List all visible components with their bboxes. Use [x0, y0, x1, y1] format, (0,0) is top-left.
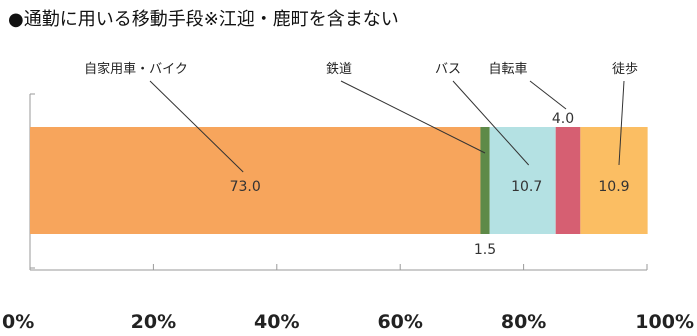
value-label-2: 1.5	[474, 242, 496, 258]
stacked-bar	[30, 127, 648, 234]
category-label-1: 自家用車・バイク	[84, 61, 188, 77]
x-tick-label: 0%	[2, 311, 34, 333]
bar-segment-2	[480, 127, 490, 234]
category-label-5: 徒歩	[612, 62, 638, 77]
bar-segment-4	[555, 127, 581, 234]
chart-title: ●通勤に用いる移動手段※江迎・鹿町を含まない	[8, 9, 399, 30]
x-tick-label: 80%	[501, 311, 546, 333]
leader-line-1	[149, 80, 244, 173]
leader-line-5	[618, 80, 625, 166]
category-label-2: 鉄道	[326, 62, 352, 77]
category-labels: 自家用車・バイク 鉄道 バス 自転車 徒歩	[84, 61, 638, 77]
value-label-1: 73.0	[230, 179, 261, 195]
value-label-5: 10.9	[598, 179, 629, 195]
x-tick-label: 100%	[635, 311, 694, 333]
bar-segment-3	[489, 127, 556, 234]
leader-line-4	[529, 80, 567, 110]
bar-segment-1	[30, 127, 481, 234]
leader-line-2	[340, 80, 486, 154]
value-labels: 73.0 1.5 10.7 4.0 10.9	[230, 111, 630, 258]
value-label-4: 4.0	[552, 111, 574, 127]
leader-line-3	[452, 80, 530, 166]
x-tick-label: 60%	[377, 311, 422, 333]
x-tick-labels: 0% 20% 40% 60% 80% 100%	[2, 311, 694, 333]
label-leader-lines	[149, 80, 625, 173]
category-label-3: バス	[435, 62, 461, 77]
category-label-4: 自転車	[488, 62, 527, 77]
bar-segment-5	[580, 127, 648, 234]
x-tick-label: 20%	[131, 311, 176, 333]
x-tick-label: 40%	[254, 311, 299, 333]
value-label-3: 10.7	[511, 179, 542, 195]
